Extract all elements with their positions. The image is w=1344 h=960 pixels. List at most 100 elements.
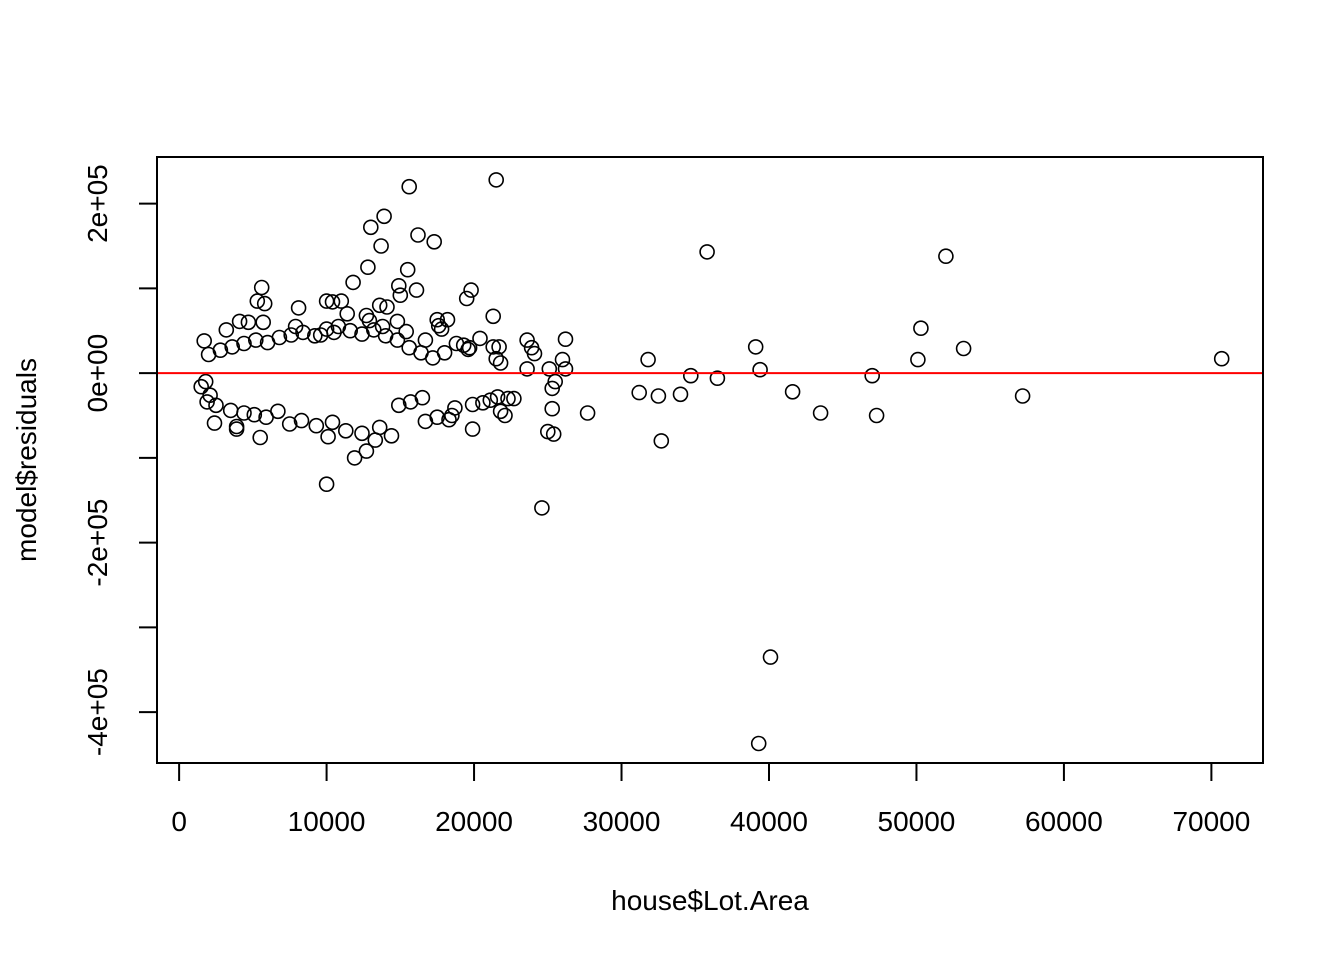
data-point-5 [426,234,443,250]
points-layer [193,172,1230,752]
data-point-34 [429,311,446,328]
data-point-6 [373,238,389,254]
data-point-16 [392,287,409,304]
data-point-32 [231,313,248,330]
data-point-86 [579,405,596,421]
data-point-115 [193,378,209,395]
data-point-64 [554,351,571,368]
data-point-84 [482,392,499,409]
y-tick-label-4: 0e+00 [82,334,113,413]
data-point-118 [199,394,215,410]
data-point-83 [489,389,506,405]
y-axis: -4e+05 -2e+05 0e+00 2e+05 [82,164,158,756]
data-point-144 [306,327,323,344]
data-point-116 [197,373,214,390]
data-point-58 [461,339,478,356]
data-point-128 [324,414,341,431]
data-point-47 [472,330,488,347]
data-point-109 [346,450,363,466]
data-point-139 [248,332,264,348]
data-point-96 [429,409,446,426]
data-point-145 [318,321,335,337]
data-point-40 [430,317,447,334]
data-point-78 [672,386,689,403]
data-point-81 [500,390,516,407]
x-tick-label-2: 20000 [435,806,513,837]
data-point-141 [271,329,288,346]
data-point-105 [252,429,269,446]
data-point-3 [410,227,426,243]
data-point-91 [497,407,513,424]
data-point-126 [293,412,310,429]
data-point-137 [224,339,240,355]
data-point-49 [196,333,212,349]
data-point-62 [910,351,926,368]
data-point-39 [374,318,391,335]
data-point-75 [544,380,561,397]
data-point-29 [485,308,502,325]
y-tick-label-0: -4e+05 [82,668,113,756]
data-point-138 [236,335,252,352]
data-point-53 [526,345,543,362]
data-point-55 [485,339,502,355]
data-point-143 [295,324,311,341]
data-point-22 [333,293,350,309]
data-point-136 [212,342,229,359]
data-point-82 [506,390,522,407]
data-point-147 [342,322,359,339]
y-tick-label-2: -2e+05 [82,499,113,587]
data-point-68 [557,361,574,377]
data-point-2 [376,208,392,225]
data-point-31 [255,314,272,331]
data-point-50 [747,339,764,355]
data-point-129 [337,422,354,439]
data-point-79 [784,383,801,400]
data-point-142 [283,327,300,343]
x-tick-label-1: 10000 [288,806,366,837]
data-point-19 [256,295,273,312]
data-point-100 [545,426,562,442]
data-point-108 [206,415,223,431]
data-point-41 [433,321,450,337]
data-point-4 [362,219,379,236]
data-point-113 [762,649,779,665]
y-tick-label-6: 2e+05 [82,164,113,243]
x-tick-label-7: 70000 [1172,806,1250,837]
data-point-124 [270,403,286,420]
data-point-77 [650,388,667,404]
data-point-61 [640,351,656,368]
data-point-69 [541,361,558,377]
data-point-132 [390,397,407,414]
data-point-23 [371,297,388,314]
data-point-101 [653,433,670,449]
data-point-74 [547,373,564,390]
data-point-66 [492,355,509,371]
data-point-73 [864,367,881,384]
data-point-111 [318,476,335,493]
data-point-45 [519,332,535,348]
data-point-28 [389,313,406,330]
data-point-0 [401,178,418,195]
x-tick-label-5: 50000 [878,806,956,837]
data-point-33 [240,314,257,331]
data-point-46 [557,331,574,348]
data-point-7 [699,244,715,260]
data-point-131 [371,419,388,436]
data-point-26 [339,305,356,322]
data-point-14 [390,277,407,294]
data-point-87 [812,405,829,421]
data-point-102 [383,427,400,444]
data-point-11 [345,274,361,291]
data-point-18 [249,293,266,309]
data-point-1 [488,172,505,188]
x-tick-label-3: 30000 [583,806,661,837]
x-tick-label-6: 60000 [1025,806,1103,837]
data-point-12 [253,279,270,296]
x-tick-label-4: 40000 [730,806,808,837]
data-point-97 [441,411,457,428]
data-point-85 [475,394,491,411]
data-point-94 [464,396,481,413]
data-point-130 [354,425,370,442]
